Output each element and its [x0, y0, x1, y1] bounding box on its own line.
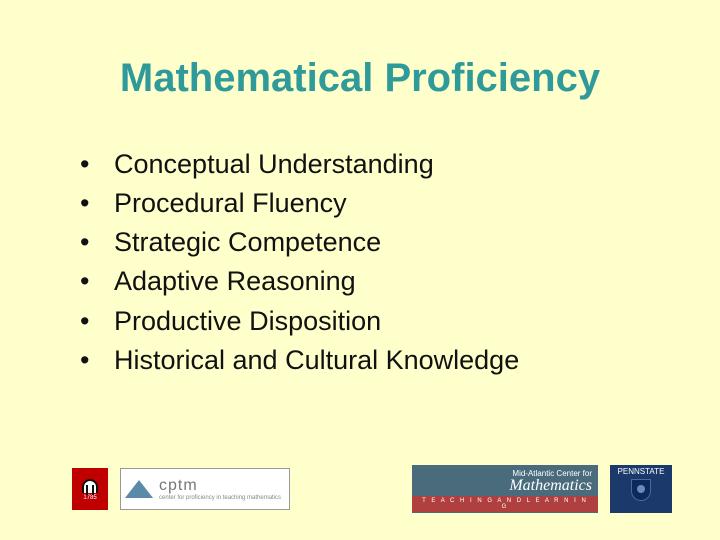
mid-atlantic-logo: Mid-Atlantic Center for Mathematics T E … [412, 465, 598, 513]
logo-row: 1785 cptm center for proficiency in teac… [72, 464, 672, 514]
slide-title: Mathematical Proficiency [0, 0, 720, 101]
shield-icon [631, 479, 651, 501]
list-item: Conceptual Understanding [80, 145, 720, 184]
list-item: Productive Disposition [80, 302, 720, 341]
list-item: Strategic Competence [80, 223, 720, 262]
midatl-mid: Mathematics [509, 478, 592, 494]
list-item: Adaptive Reasoning [80, 262, 720, 301]
list-item: Procedural Fluency [80, 184, 720, 223]
cptm-logo: cptm center for proficiency in teaching … [120, 468, 290, 510]
pennstate-logo: PENNSTATE [610, 465, 672, 513]
uga-arch-icon [82, 479, 98, 493]
midatl-bot: T E A C H I N G A N D L E A R N I N G [412, 496, 598, 512]
list-item: Historical and Cultural Knowledge [80, 341, 720, 380]
cptm-small: center for proficiency in teaching mathe… [159, 495, 281, 501]
uga-logo: 1785 [72, 468, 108, 510]
cptm-big: cptm [159, 477, 281, 495]
bullet-list: Conceptual Understanding Procedural Flue… [80, 145, 720, 380]
uga-year: 1785 [83, 495, 96, 501]
triangle-icon [125, 480, 153, 498]
psu-label: PENNSTATE [618, 467, 665, 476]
